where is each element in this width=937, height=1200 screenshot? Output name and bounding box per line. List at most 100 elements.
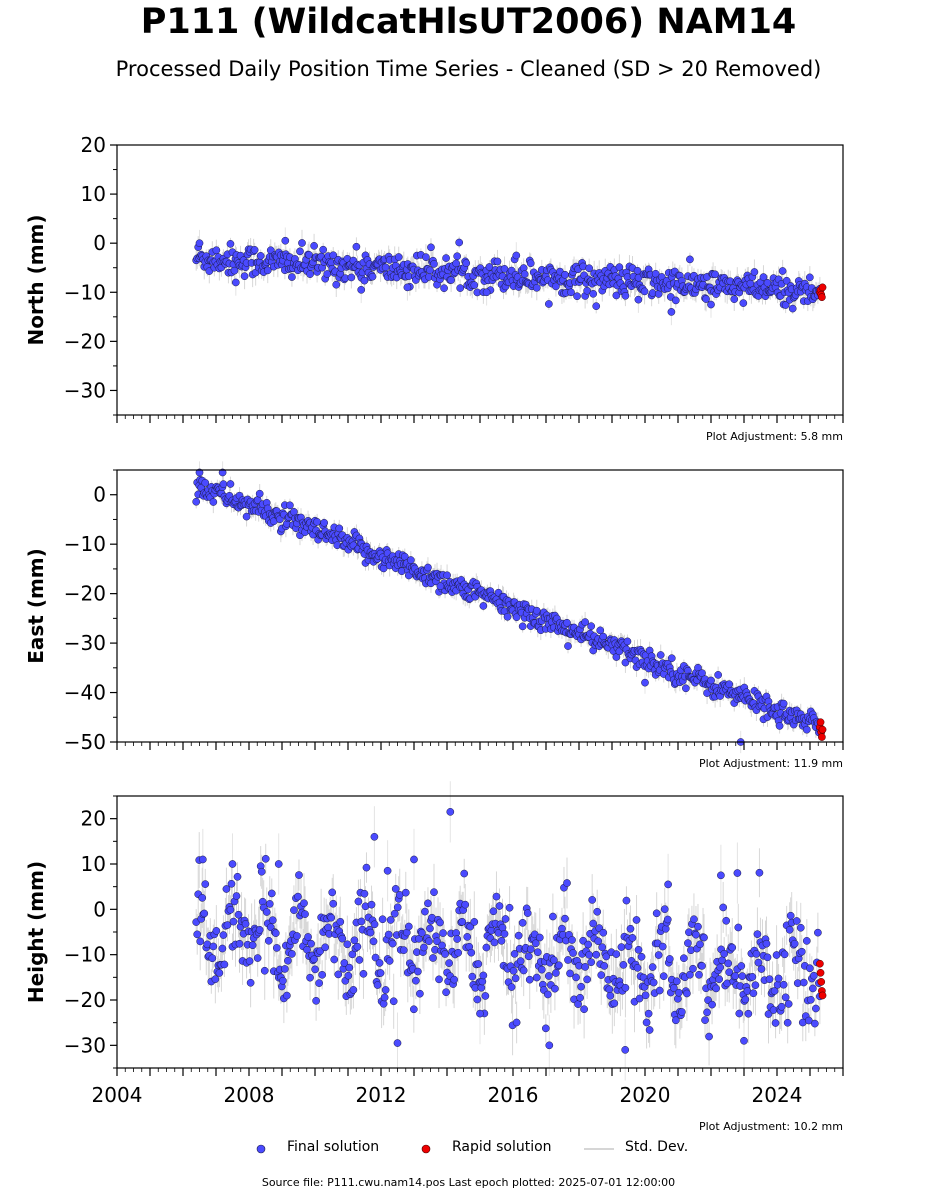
final-point	[401, 888, 410, 897]
final-point	[665, 955, 674, 963]
final-point	[552, 282, 560, 291]
final-point	[779, 980, 788, 989]
final-point	[226, 480, 235, 488]
final-point	[759, 273, 768, 281]
final-point	[281, 965, 289, 973]
final-point	[455, 238, 464, 247]
final-point	[335, 524, 344, 533]
final-point	[808, 984, 817, 993]
final-point	[692, 930, 700, 939]
rapid-point	[816, 968, 825, 977]
final-point	[550, 956, 558, 965]
final-point	[371, 953, 380, 962]
final-point	[503, 612, 512, 621]
final-point	[454, 948, 463, 957]
final-point	[512, 613, 521, 622]
legend-rapid-label: Rapid solution	[452, 1139, 552, 1155]
final-point	[294, 892, 302, 901]
final-point	[343, 940, 352, 949]
final-point	[661, 924, 670, 933]
final-point	[592, 950, 601, 959]
final-point	[404, 922, 413, 931]
final-point	[667, 308, 676, 316]
final-point	[453, 252, 462, 261]
final-point	[509, 966, 518, 975]
final-point	[705, 1032, 713, 1041]
final-point	[435, 975, 443, 984]
final-point	[327, 913, 336, 922]
y-tick-label: −30	[64, 1033, 106, 1057]
x-tick-label: 2004	[92, 1083, 143, 1107]
final-point	[654, 951, 663, 959]
final-point	[596, 626, 605, 635]
final-point	[695, 970, 703, 979]
final-point	[543, 990, 552, 999]
final-point	[592, 302, 601, 310]
final-point	[461, 900, 470, 909]
final-point	[399, 946, 408, 955]
final-point	[196, 937, 205, 946]
final-point	[349, 986, 358, 994]
y-tick-label: −20	[64, 329, 106, 353]
final-point	[520, 270, 529, 278]
final-point	[686, 970, 694, 979]
final-point	[612, 291, 621, 300]
final-point	[658, 942, 667, 951]
final-point	[707, 676, 715, 685]
final-point	[409, 1005, 418, 1014]
final-point	[738, 972, 747, 980]
final-point	[208, 954, 217, 963]
final-point	[512, 251, 521, 260]
final-point	[329, 251, 338, 260]
final-point	[378, 915, 387, 924]
final-point	[245, 957, 254, 965]
final-point	[572, 973, 580, 982]
final-point	[619, 961, 628, 969]
final-point	[440, 284, 448, 293]
final-point	[420, 943, 428, 952]
final-point	[360, 276, 369, 285]
final-point	[748, 973, 757, 981]
final-point	[318, 970, 326, 979]
final-point	[757, 965, 766, 973]
final-point	[632, 916, 641, 924]
final-point	[286, 501, 294, 510]
final-point	[561, 914, 569, 923]
final-point	[573, 292, 581, 301]
final-solution-points	[192, 468, 824, 746]
final-point	[532, 973, 541, 982]
final-point	[749, 989, 758, 998]
chart-subtitle: Processed Daily Position Time Series - C…	[115, 57, 822, 81]
final-point	[635, 994, 644, 1003]
final-point	[690, 915, 698, 924]
final-point	[353, 942, 362, 951]
final-point	[301, 910, 309, 918]
final-point	[212, 927, 221, 935]
panel-3	[110, 781, 844, 1081]
final-point	[719, 903, 728, 912]
final-point	[523, 909, 532, 917]
final-point	[680, 954, 688, 963]
final-point	[552, 969, 560, 977]
final-point	[497, 936, 506, 945]
final-point	[584, 940, 593, 949]
final-point	[634, 295, 643, 304]
final-point	[587, 622, 596, 631]
final-point	[255, 489, 264, 498]
final-point	[525, 975, 534, 984]
final-point	[640, 287, 649, 296]
final-point	[460, 869, 469, 878]
final-point	[580, 1005, 588, 1014]
legend-final-label: Final solution	[287, 1139, 380, 1155]
final-point	[228, 860, 237, 868]
final-point	[717, 871, 725, 880]
final-point	[605, 985, 614, 994]
final-point	[320, 518, 329, 527]
final-point	[622, 896, 631, 905]
final-point	[329, 899, 338, 908]
final-point	[698, 962, 706, 970]
final-point	[785, 925, 794, 934]
final-point	[771, 1019, 780, 1027]
final-point	[200, 909, 209, 918]
final-point	[456, 284, 465, 292]
